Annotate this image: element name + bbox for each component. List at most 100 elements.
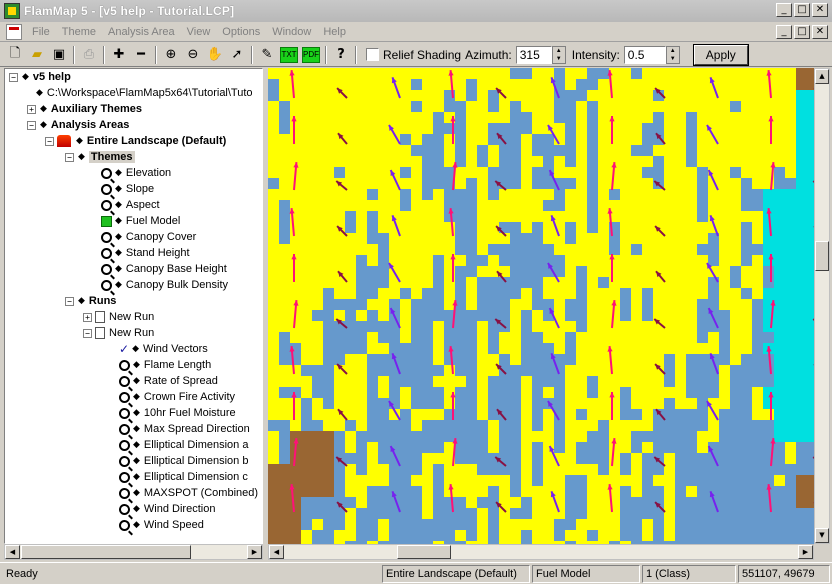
print-icon[interactable]: ⎙	[83, 47, 95, 62]
apply-button[interactable]: Apply	[692, 43, 749, 66]
tree-output-flame-length[interactable]: ◆ Flame Length	[119, 357, 211, 373]
open-folder-icon[interactable]: ▰	[32, 47, 42, 62]
tree-output-wind-direction[interactable]: ◆ Wind Direction	[119, 501, 215, 517]
menu-options[interactable]: Options	[222, 25, 261, 38]
tree-run-2[interactable]: − New Run	[83, 325, 154, 341]
wind-vector-arrow	[448, 346, 454, 375]
map-vertical-scrollbar[interactable]: ▲ ▼	[814, 68, 830, 544]
tree-item-label: Canopy Cover	[125, 231, 197, 243]
map-canvas[interactable]	[268, 68, 814, 544]
scroll-down-icon[interactable]: ▼	[815, 528, 829, 543]
tree-theme-aspect[interactable]: ◆ Aspect	[101, 197, 160, 213]
status-area: Entire Landscape (Default)	[382, 565, 530, 583]
wind-vector-arrow	[653, 180, 666, 191]
menu-help[interactable]: Help	[323, 25, 346, 38]
azimuth-spinner[interactable]: ▲ ▼	[551, 45, 566, 64]
tree-output-max-spread[interactable]: ◆ Max Spread Direction	[119, 421, 250, 437]
scroll-thumb[interactable]	[397, 545, 451, 559]
close-button[interactable]: ✕	[812, 3, 828, 17]
tree-themes[interactable]: − ◆ Themes	[65, 149, 135, 165]
scroll-up-icon[interactable]: ▲	[815, 69, 829, 84]
child-close-button[interactable]: ✕	[812, 25, 828, 39]
tree-theme-elevation[interactable]: ◆ Elevation	[101, 165, 171, 181]
scroll-right-icon[interactable]: ▶	[798, 545, 813, 559]
tree-theme-canopy-cover[interactable]: ◆ Canopy Cover	[101, 229, 196, 245]
tree-output-ellip-a[interactable]: ◆ Elliptical Dimension a	[119, 437, 248, 453]
tree-run-1[interactable]: + New Run	[83, 309, 154, 325]
scroll-thumb[interactable]	[21, 545, 191, 559]
tree-auxiliary-themes[interactable]: + ◆ Auxiliary Themes	[27, 101, 142, 117]
relief-shading-checkbox[interactable]	[366, 48, 379, 61]
scroll-right-icon[interactable]: ▶	[247, 545, 262, 559]
scroll-thumb[interactable]	[815, 241, 829, 271]
wind-vector-arrow	[706, 262, 719, 283]
pan-hand-icon[interactable]: ✋	[206, 47, 224, 62]
document-icon[interactable]	[6, 23, 22, 40]
wind-vector-arrow	[337, 132, 348, 145]
tree-runs[interactable]: − ◆ Runs	[65, 293, 116, 309]
tree-output-rate-of-spread[interactable]: ◆ Rate of Spread	[119, 373, 218, 389]
wind-vector-arrow	[448, 484, 454, 513]
remove-icon[interactable]: ━	[137, 47, 145, 62]
map-horizontal-scrollbar[interactable]: ◀ ▶	[268, 544, 814, 560]
tree-item-label: Elevation	[125, 167, 172, 179]
tree-root[interactable]: − ◆ v5 help	[9, 69, 71, 85]
tree-theme-fuel-model[interactable]: ◆ Fuel Model	[101, 213, 180, 229]
status-value: 1 (Class)	[642, 565, 736, 583]
wind-vector-arrow	[654, 501, 666, 513]
menu-analysis-area[interactable]: Analysis Area	[107, 25, 175, 38]
menu-view[interactable]: View	[186, 25, 211, 38]
zoom-out-icon[interactable]: ⊖	[187, 47, 199, 62]
child-restore-button[interactable]: □	[794, 25, 810, 39]
add-icon[interactable]: ✚	[113, 47, 125, 62]
minimize-button[interactable]: _	[776, 3, 792, 17]
intensity-input[interactable]: 0.5	[623, 45, 666, 64]
wind-vector-arrow	[494, 456, 507, 467]
tree-horizontal-scrollbar[interactable]: ◀ ▶	[4, 544, 263, 560]
wind-vector-arrow	[391, 490, 401, 513]
wind-vector-arrow	[335, 318, 348, 329]
azimuth-input[interactable]: 315	[515, 45, 552, 64]
intensity-spinner[interactable]: ▲ ▼	[665, 45, 680, 64]
wind-vector-arrow	[607, 346, 613, 375]
txt-export-button[interactable]: TXT	[280, 46, 298, 63]
wind-vector-arrow	[655, 132, 666, 145]
tree-output-10hr-moisture[interactable]: ◆ 10hr Fuel Moisture	[119, 405, 236, 421]
zoom-in-icon[interactable]: ⊕	[165, 47, 177, 62]
tree-theme-canopy-bulk-density[interactable]: ◆ Canopy Bulk Density	[101, 277, 228, 293]
menu-window[interactable]: Window	[272, 25, 312, 38]
wind-vector-arrow	[548, 307, 560, 329]
tree-theme-stand-height[interactable]: ◆ Stand Height	[101, 245, 190, 261]
save-icon[interactable]: ▣	[52, 47, 66, 62]
help-icon[interactable]: ?	[337, 47, 345, 62]
pdf-export-button[interactable]: PDF	[302, 46, 320, 63]
tree-output-ellip-c[interactable]: ◆ Elliptical Dimension c	[119, 469, 248, 485]
menu-file[interactable]: File	[32, 25, 50, 38]
tree-analysis-areas[interactable]: − ◆ Analysis Areas	[27, 117, 129, 133]
document-icon	[95, 327, 105, 339]
fuel-model-map[interactable]	[268, 68, 814, 544]
app-icon[interactable]	[4, 3, 20, 19]
tree-output-crown-fire[interactable]: ◆ Crown Fire Activity	[119, 389, 235, 405]
wind-vector-arrow	[550, 214, 560, 237]
tree-run-label: New Run	[109, 327, 155, 339]
child-minimize-button[interactable]: _	[776, 25, 792, 39]
tree-item-label: Crown Fire Activity	[143, 391, 235, 403]
tree-path[interactable]: ◆ C:\Workspace\FlamMap5x64\Tutorial\Tuto	[36, 87, 253, 99]
tree-output-maxspot[interactable]: ◆ MAXSPOT (Combined)	[119, 485, 258, 501]
maximize-button[interactable]: □	[794, 3, 810, 17]
tree-theme-canopy-base-height[interactable]: ◆ Canopy Base Height	[101, 261, 227, 277]
pencil-icon[interactable]: ✎	[261, 47, 273, 62]
new-file-icon[interactable]: 🗋	[9, 45, 21, 61]
tree-auxiliary-label: Auxiliary Themes	[50, 103, 143, 115]
tree-theme-slope[interactable]: ◆ Slope	[101, 181, 154, 197]
wind-vector-arrow	[550, 352, 560, 375]
menu-theme[interactable]: Theme	[61, 25, 96, 38]
pointer-icon[interactable]: ➚	[231, 47, 243, 62]
tree-entire-landscape[interactable]: − ◆ Entire Landscape (Default)	[45, 133, 226, 149]
tree-output-ellip-b[interactable]: ◆ Elliptical Dimension b	[119, 453, 248, 469]
scroll-left-icon[interactable]: ◀	[5, 545, 20, 559]
tree-output-wind-speed[interactable]: ◆ Wind Speed	[119, 517, 204, 533]
scroll-left-icon[interactable]: ◀	[269, 545, 284, 559]
tree-output-wind-vectors[interactable]: ✓ ◆ Wind Vectors	[119, 342, 208, 356]
